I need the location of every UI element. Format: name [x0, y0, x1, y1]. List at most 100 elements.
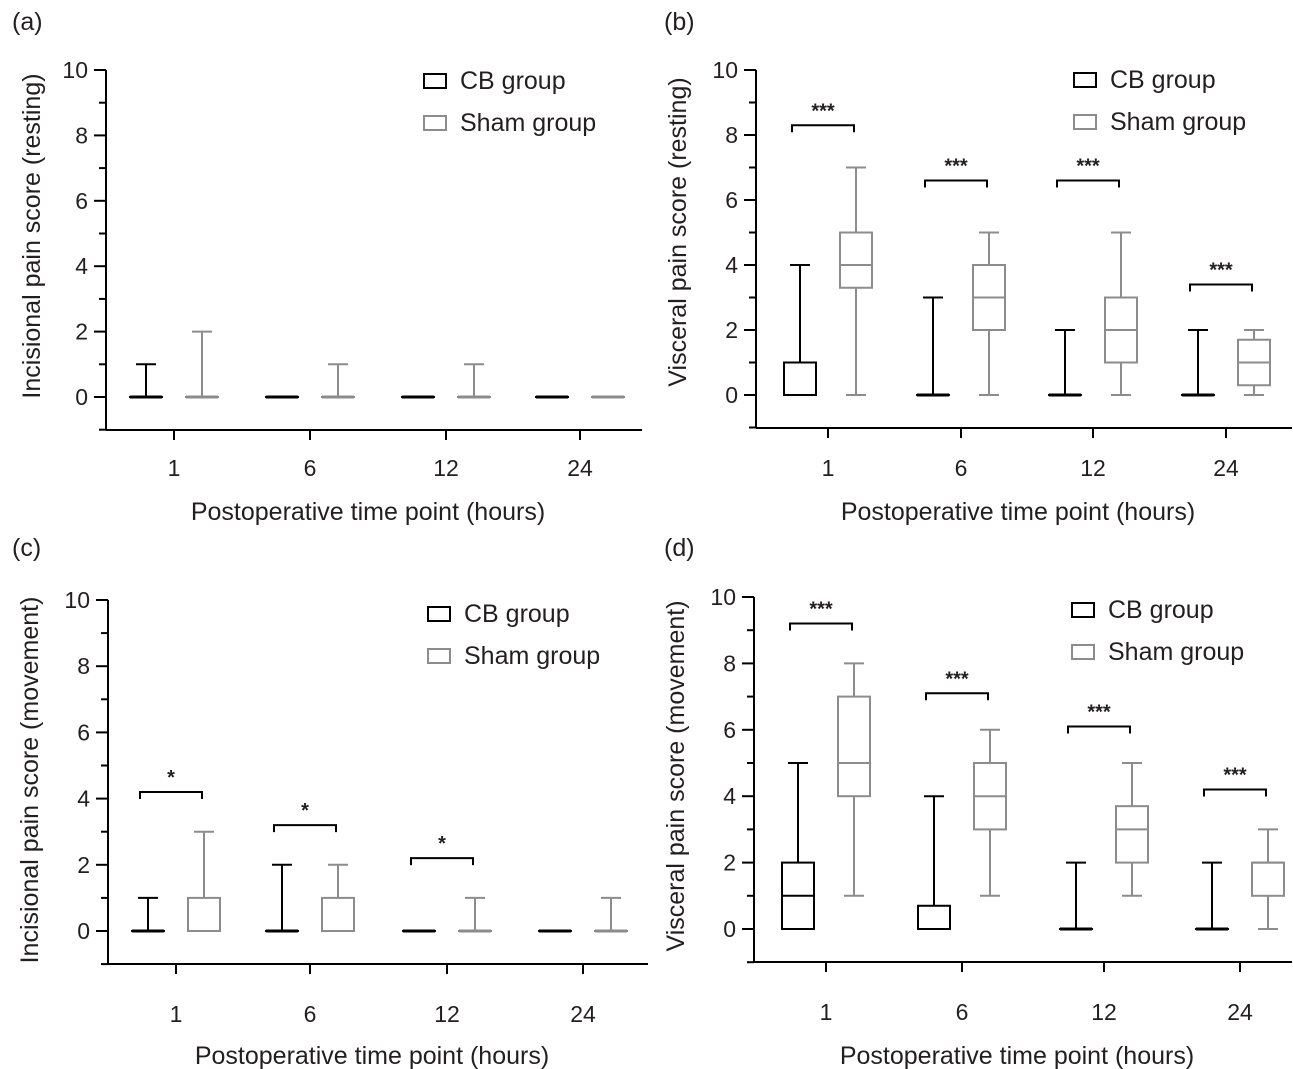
significance-label: *	[167, 767, 175, 789]
y-tick-label: 8	[77, 653, 90, 679]
y-axis-title: Visceral pain score (movement)	[662, 600, 690, 951]
cb-box-1	[131, 896, 165, 933]
significance-bracket: ***	[1067, 701, 1131, 734]
y-axis-title: Incisional pain score (movement)	[16, 597, 44, 964]
significance-label: *	[438, 833, 446, 855]
box-iqr	[1115, 805, 1149, 864]
significance-label: ***	[1087, 701, 1111, 723]
x-tick-label: 12	[433, 455, 459, 481]
sham-box-6	[321, 363, 355, 399]
significance-label: ***	[1209, 260, 1233, 282]
cb-box-6	[917, 795, 951, 931]
significance-label: ***	[1076, 156, 1100, 178]
legend-swatch	[423, 73, 447, 89]
box-iqr	[187, 896, 221, 933]
y-tick-label: 10	[62, 57, 88, 83]
sham-box-24	[1251, 828, 1285, 930]
x-tick-label: 6	[955, 455, 968, 481]
y-tick-label: 8	[75, 122, 88, 148]
sham-box-1	[839, 166, 873, 396]
x-tick-label: 1	[170, 1001, 183, 1027]
y-tick-label: 8	[725, 122, 738, 148]
sham-box-12	[1104, 231, 1138, 396]
bracket-line	[791, 124, 855, 133]
significance-bracket: *	[139, 767, 203, 799]
y-tick-label: 10	[64, 587, 90, 613]
y-tick-label: 0	[77, 918, 90, 944]
significance-bracket: ***	[925, 668, 989, 701]
legend-swatch	[1071, 644, 1095, 660]
x-tick-label: 6	[956, 999, 969, 1025]
cb-box-12	[1048, 329, 1082, 397]
cb-box-6	[265, 863, 299, 933]
sham-box-1	[185, 330, 219, 399]
x-tick-label: 6	[304, 455, 317, 481]
sham-box-1	[187, 830, 221, 933]
legend-label: CB group	[1110, 66, 1216, 94]
significance-bracket: ***	[924, 156, 988, 188]
legend-swatch	[1073, 72, 1097, 88]
significance-label: *	[301, 800, 309, 822]
significance-bracket: ***	[1203, 765, 1267, 797]
sham-box-6	[972, 231, 1006, 396]
sham-box-12	[458, 896, 492, 933]
legend-label: Sham group	[460, 109, 596, 137]
y-tick-label: 6	[725, 187, 738, 213]
y-tick-label: 4	[725, 252, 738, 278]
x-tick-label: 6	[304, 1001, 317, 1027]
bracket-line	[410, 857, 474, 866]
cb-box-1	[129, 363, 163, 399]
y-tick-label: 0	[75, 384, 88, 410]
y-tick-label: 6	[75, 188, 88, 214]
x-axis-title: Postoperative time point (hours)	[191, 498, 545, 526]
x-axis-title: Postoperative time point (hours)	[195, 1042, 549, 1069]
legend-label: Sham group	[464, 642, 600, 670]
sham-box-12	[1115, 762, 1149, 897]
y-tick-label: 2	[75, 319, 88, 345]
significance-label: ***	[809, 599, 833, 621]
significance-bracket: *	[410, 833, 474, 866]
legend-label: CB group	[464, 600, 570, 628]
sham-box-6	[973, 728, 1007, 897]
bracket-line	[1203, 788, 1267, 797]
significance-bracket: ***	[791, 100, 855, 133]
cb-box-12	[1059, 861, 1093, 931]
legend-swatch	[427, 648, 451, 664]
legend-label: CB group	[460, 67, 566, 95]
legend-swatch	[1073, 114, 1097, 130]
sham-box-1	[837, 662, 871, 897]
bracket-line	[1189, 283, 1253, 292]
x-tick-label: 12	[1080, 455, 1106, 481]
y-axis-title: Incisional pain score (resting)	[18, 73, 46, 398]
legend-swatch	[423, 115, 447, 131]
cb-box-6	[916, 296, 950, 397]
x-tick-label: 12	[434, 1001, 460, 1027]
y-tick-label: 10	[712, 57, 738, 83]
y-tick-label: 10	[710, 584, 736, 610]
bracket-line	[139, 790, 203, 799]
x-tick-label: 12	[1091, 999, 1117, 1025]
x-axis-title: Postoperative time point (hours)	[841, 498, 1195, 526]
bracket-line	[1056, 179, 1120, 188]
bracket-line	[924, 179, 988, 188]
x-tick-label: 24	[567, 455, 593, 481]
sham-box-24	[594, 896, 628, 933]
box-iqr	[783, 361, 817, 396]
box-iqr	[917, 904, 951, 931]
x-tick-label: 24	[1213, 455, 1239, 481]
significance-label: ***	[945, 668, 969, 690]
sham-box-6	[321, 863, 355, 933]
bracket-line	[925, 692, 989, 701]
x-tick-label: 24	[570, 1001, 596, 1027]
box-iqr	[839, 231, 873, 289]
significance-label: ***	[811, 100, 835, 122]
y-tick-label: 4	[723, 783, 736, 809]
bracket-line	[789, 622, 853, 631]
x-tick-label: 24	[1227, 999, 1253, 1025]
y-axis-title: Visceral pain score (resting)	[664, 77, 692, 386]
legend-label: Sham group	[1108, 638, 1244, 666]
